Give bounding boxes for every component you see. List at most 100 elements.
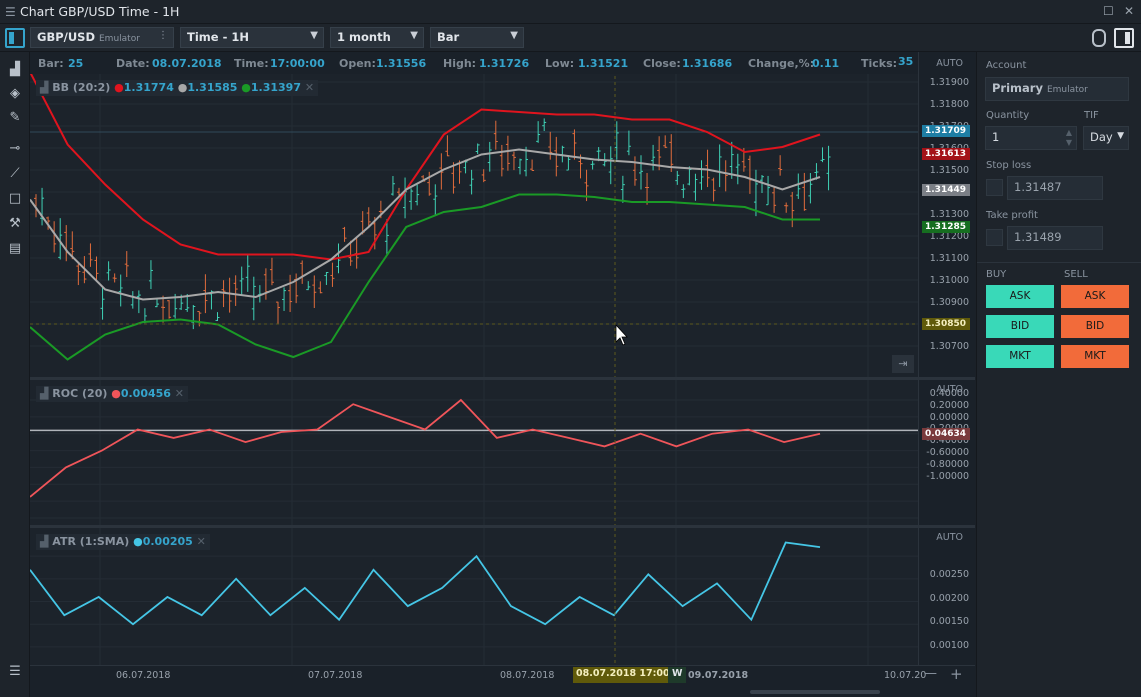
rectangle-icon[interactable]: □ [8,191,22,206]
toolbar: GBP/USD Emulator ⋮ Time - 1H ▼ 1 month ▼ Bar… [0,24,1141,52]
date-label: Date: [116,57,150,70]
close-icon[interactable]: ✕ [196,535,206,548]
chart-types-icon[interactable]: ▟ [10,62,20,77]
sell-ask-button[interactable]: ASK [1061,285,1129,308]
window-title: Chart GBP/USD Time - 1H [20,4,180,19]
scroll-to-end-icon[interactable]: ⇥ [892,355,914,373]
price-tick-label: 1.31500 [929,165,969,176]
account-label: Account [986,60,1027,71]
change-label: Change,%: [748,57,815,70]
quantity-input[interactable]: 1 ▲ ▼ [985,126,1077,150]
bb-line-upper [30,71,821,261]
price-axis[interactable]: AUTO 1.319001.318001.317001.316001.31500… [918,52,975,377]
volume-profile-icon[interactable]: ▤ [8,241,22,256]
auto-scale-toggle[interactable]: AUTO [936,58,963,69]
roc-tick-label: -0.60000 [926,447,969,458]
price-tick-label: 1.31900 [929,77,969,88]
close-icon[interactable]: ✕ [174,387,185,400]
zoom-out-icon[interactable]: — [924,666,937,681]
roc-chart-svg [30,380,918,525]
bb-legend[interactable]: ▟ BB (20:2) ●1.31774 ●1.31585 ●1.31397 ✕ [36,80,319,96]
account-selector[interactable]: Primary Emulator [985,77,1129,101]
timeframe-select[interactable]: Time - 1H ▼ [180,27,324,48]
roc-tick-label: -0.80000 [926,458,969,470]
auto-scale-toggle[interactable]: AUTO [936,532,963,543]
atr-value: 0.00205 [142,535,193,548]
mouse-cursor-icon [615,323,628,346]
atr-legend[interactable]: ▟ ATR (1:SMA) ●0.00205 ✕ [36,534,210,550]
time-label: Time: [234,57,269,70]
change-value: 0.11 [812,57,840,70]
list-icon[interactable]: ☰ [9,664,21,679]
bb-lower-tag: 1.31285 [922,221,970,233]
title-bar: ☰ Chart GBP/USD Time - 1H ☐ ✕ [0,0,1141,24]
cursor-date-tag: 08.07.2018 17:00 [573,667,673,683]
layers-icon[interactable]: ◈ [10,86,20,101]
auto-scale-toggle[interactable]: AUTO [936,384,963,395]
mouse-icon[interactable] [1092,29,1106,47]
indicator-icon: ▟ [40,535,53,548]
price-tick-label: 1.30900 [929,297,969,308]
chart-type-select[interactable]: Bar ▼ [430,27,524,48]
date-label: 07.07.2018 [308,670,363,681]
roc-tick-label: -0.40000 [926,435,969,447]
pencil-icon[interactable]: ✎ [9,110,21,125]
atr-pane[interactable]: ▟ ATR (1:SMA) ●0.00205 ✕ [30,528,918,665]
price-tick-label: 1.31300 [929,209,969,220]
atr-tick-label: 0.00200 [929,592,969,604]
roc-axis[interactable]: AUTO 0.400000.200000.00000-0.20000-0.400… [918,380,975,525]
range-select[interactable]: 1 month ▼ [330,27,424,48]
pane-splitter[interactable] [30,525,975,528]
symbol-selector[interactable]: GBP/USD Emulator ⋮ [30,27,174,48]
price-tick-label: 1.30700 [929,341,969,352]
pane-splitter[interactable] [30,377,975,380]
indicator-icon: ▟ [40,387,53,400]
close-icon[interactable]: ✕ [304,81,315,94]
cursor-price-tag: 1.30850 [922,318,970,330]
hamburger-icon[interactable]: ☰ [5,5,16,19]
buy-bid-button[interactable]: BID [986,315,1054,338]
zoom-in-icon[interactable]: + [950,665,963,683]
stoploss-label: Stop loss [986,160,1032,171]
price-tick-label: 1.31800 [929,99,969,110]
buy-ask-button[interactable]: ASK [986,285,1054,308]
drawing-toolbar: ▟ ◈ ✎ ⊸ ⟋ □ ⚒ ▤ ☰ [0,52,30,697]
sell-market-button[interactable]: MKT [1061,345,1129,368]
takeprofit-checkbox[interactable] [986,229,1003,246]
chart-area[interactable]: Bar: 25 Date: 08.07.2018 Time: 17:00:00 … [30,52,975,697]
stoploss-input[interactable]: 1.31487 [1007,176,1103,200]
price-chart-svg [30,52,918,377]
roc-legend[interactable]: ▟ ROC (20) ●0.00456 ✕ [36,386,189,402]
open-label: Open: [339,57,376,70]
roc-tag: 0.04634 [922,428,970,440]
tif-label: TIF [1084,110,1099,121]
atr-chart-svg [30,528,918,665]
trend-line-icon[interactable]: ⟋ [10,166,20,181]
buy-label: BUY [986,269,1007,280]
horizontal-line-icon[interactable]: ⊸ [9,141,21,156]
fibonacci-icon[interactable]: ⚒ [9,216,21,231]
buy-market-button[interactable]: MKT [986,345,1054,368]
last-price-tag: 1.31709 [922,125,970,137]
horizontal-scrollbar[interactable] [750,690,880,694]
maximize-icon[interactable]: ☐ [1103,4,1114,18]
close-value: 1.31686 [682,57,733,70]
week-marker: W [668,667,687,683]
bb-line-middle [30,148,821,301]
quantity-label: Quantity [986,110,1030,121]
roc-pane[interactable]: ▟ ROC (20) ●0.00456 ✕ [30,380,918,525]
ticks-label: Ticks: [861,57,898,70]
price-pane[interactable] [30,52,918,377]
panel-toggle-icon[interactable] [5,28,25,48]
date-axis[interactable]: 06.07.2018 07.07.2018 08.07.2018 08.07.2… [30,665,975,697]
close-icon[interactable]: ✕ [1124,4,1135,18]
takeprofit-input[interactable]: 1.31489 [1007,226,1103,250]
stoploss-checkbox[interactable] [986,179,1003,196]
date-value: 08.07.2018 [152,57,222,70]
date-label: 06.07.2018 [116,670,171,681]
bb-upper-value: 1.31774 [123,81,174,94]
sell-bid-button[interactable]: BID [1061,315,1129,338]
tif-select[interactable]: Day ▼ [1083,126,1129,150]
right-panel-toggle-icon[interactable] [1114,28,1134,48]
